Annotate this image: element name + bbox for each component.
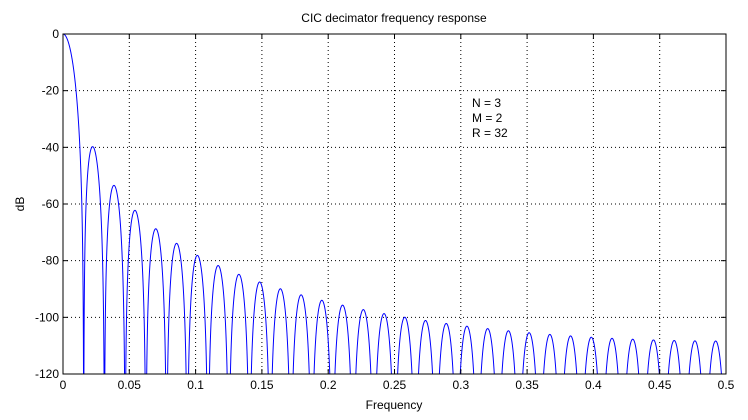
y-tick-label: 0 <box>52 27 59 41</box>
x-tick-label: 0.4 <box>585 378 602 392</box>
chart-title: CIC decimator frequency response <box>301 11 487 25</box>
annotation-n: N = 3 <box>472 96 501 110</box>
y-tick-label: -100 <box>35 310 59 324</box>
x-tick-label: 0.5 <box>718 378 735 392</box>
y-tick-label: -60 <box>42 197 60 211</box>
annotation-m: M = 2 <box>472 111 503 125</box>
axis-ticks: 0 0.05 0.1 0.15 0.2 0.25 0.3 0.35 0.4 0.45 0.5 0 -20… <box>35 27 735 392</box>
x-tick-label: 0.3 <box>452 378 469 392</box>
x-tick-label: 0.1 <box>187 378 204 392</box>
y-tick-label: -40 <box>42 140 60 154</box>
x-tick-label: 0.45 <box>648 378 672 392</box>
y-axis-label: dB <box>13 197 27 212</box>
series-line <box>63 34 722 374</box>
annotation: N = 3 M = 2 R = 32 <box>472 96 508 140</box>
x-tick-label: 0.2 <box>320 378 337 392</box>
y-tick-label: -80 <box>42 254 60 268</box>
x-tick-label: 0.35 <box>515 378 539 392</box>
y-tick-label: -120 <box>35 367 59 381</box>
x-tick-label: 0.15 <box>250 378 274 392</box>
y-tick-label: -20 <box>42 84 60 98</box>
x-tick-label: 0.05 <box>118 378 142 392</box>
x-axis-label: Frequency <box>366 398 423 412</box>
annotation-r: R = 32 <box>472 126 508 140</box>
grid <box>63 34 726 374</box>
x-tick-label: 0.25 <box>383 378 407 392</box>
x-tick-label: 0 <box>60 378 67 392</box>
